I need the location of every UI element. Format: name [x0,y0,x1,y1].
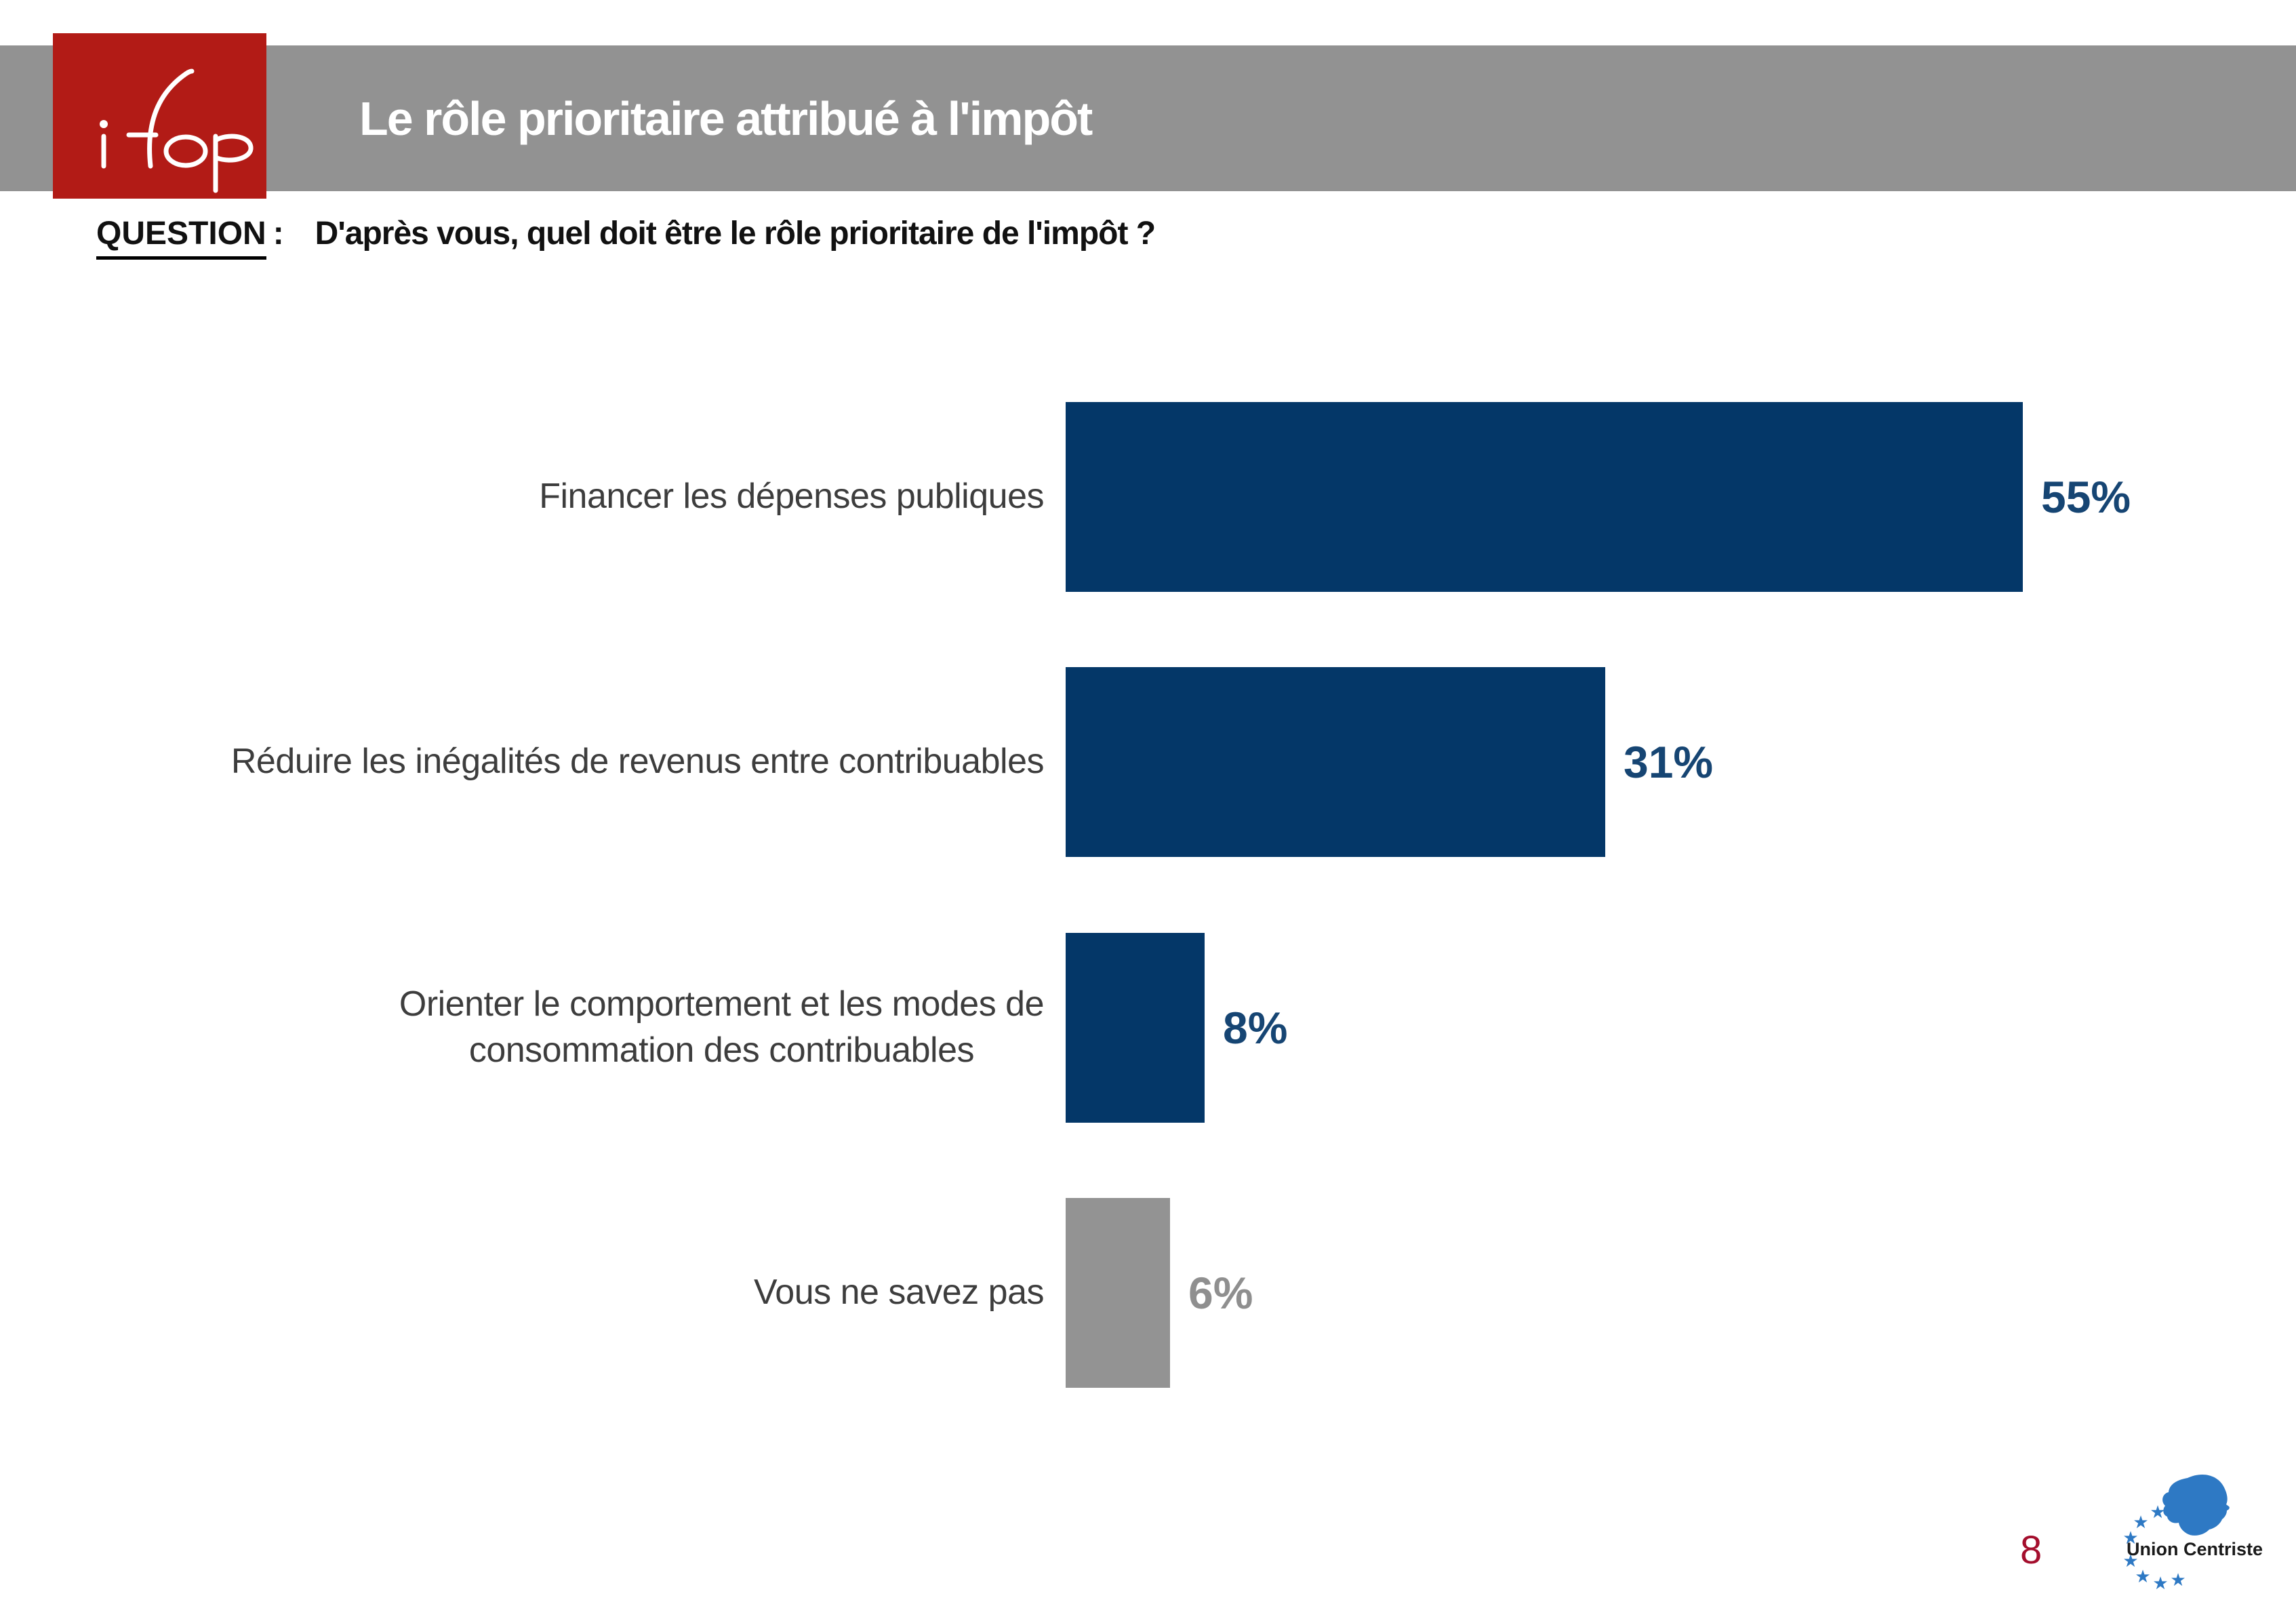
category-label: Réduire les inégalités de revenus entre … [230,742,1045,782]
page-title: Le rôle prioritaire attribué à l'impôt [359,92,1093,145]
star-icon: ★ [2133,1512,2148,1532]
value-label: 8% [1223,1003,1288,1053]
value-label: 55% [2041,472,2131,522]
bar-label-box: Orienter le comportement et les modes de… [0,933,1045,1123]
bar-label-box: Financer les dépenses publiques [0,402,1044,592]
star-icon: ★ [2135,1566,2150,1586]
bar-label-box: Vous ne savez pas [0,1198,1045,1388]
bar-2 [1066,667,1605,857]
category-label: Orienter le comportement et les modes de… [399,984,1045,1070]
ifop-i-dot [100,120,108,128]
question-colon: : [273,216,284,252]
question-label: QUESTION [96,215,266,260]
bar-1 [1066,402,2023,592]
ifop-p-bowl [213,134,254,163]
ifop-logo [53,33,266,199]
value-label: 6% [1188,1268,1253,1318]
star-icon: ★ [2152,1573,2168,1593]
union-centriste-logo: ★ ★ ★ ★ ★ ★ ★ Union Centriste [2122,1458,2296,1600]
bar-label-box: Réduire les inégalités de revenus entre … [0,667,1045,857]
ifop-o [163,134,208,168]
bar-4 [1066,1198,1170,1388]
question-text: D'après vous, quel doit être le rôle pri… [315,216,1156,252]
star-icon: ★ [2150,1502,2165,1522]
category-label: Vous ne savez pas [753,1273,1045,1313]
header-bar [0,45,2296,191]
ifop-logo-glyphs [100,68,254,193]
stars-arc: ★ ★ ★ ★ ★ ★ ★ [2122,1502,2186,1593]
star-icon: ★ [2122,1551,2138,1571]
question-row: QUESTION : D'après vous, quel doit être … [96,215,1156,260]
page-number: 8 [2020,1528,2042,1572]
union-centriste-label: Union Centriste [2126,1539,2263,1559]
star-icon: ★ [2170,1569,2186,1590]
category-label: Financer les dépenses publiques [539,477,1044,517]
star-icon: ★ [2122,1527,2138,1548]
union-centriste-graphic: ★ ★ ★ ★ ★ ★ ★ [2122,1474,2230,1593]
marianne-head-icon [2162,1474,2230,1536]
bar-3 [1066,933,1205,1123]
value-label: 31% [1624,737,1714,787]
ifop-f-swoosh [147,68,195,169]
